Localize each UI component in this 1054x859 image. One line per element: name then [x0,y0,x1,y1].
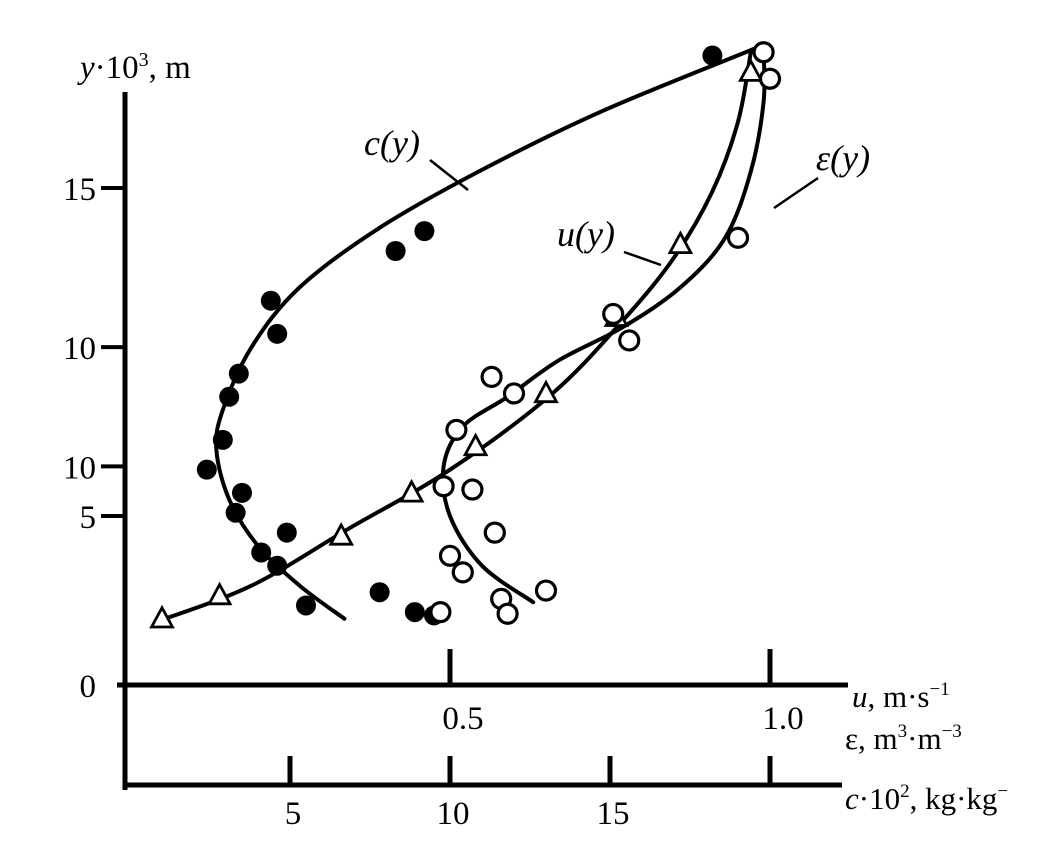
data-point-u [667,230,694,255]
data-point-u [737,58,764,82]
c-axis-title: c·102, kg·kg− [845,781,1008,816]
data-point-eps [445,418,468,441]
data-point-eps [461,478,484,501]
series-c-points [196,45,723,626]
data-point-u [328,521,355,546]
y-tick-label: 5 [80,500,97,536]
u-tick-label: 1.0 [762,701,803,737]
data-point-c [228,363,249,384]
y-tick-label: 10 [63,331,96,367]
y-tick-label: 0 [80,669,97,705]
data-point-c [404,602,425,623]
data-point-c [251,542,272,563]
curve-label-leader-u [623,250,662,267]
c-tick-label: 10 [437,796,470,832]
data-point-c [385,240,406,261]
data-point-eps [534,579,558,602]
data-point-c [414,221,435,242]
data-point-eps [438,544,462,567]
data-point-c [276,522,297,543]
data-point-eps [496,602,519,625]
data-point-u [462,432,489,457]
curve-label-u: u(y) [557,214,615,254]
y-axis-title: y·103, m [77,49,191,86]
c-tick-label: 15 [597,796,630,832]
data-point-c [212,429,233,450]
data-point-u [149,604,175,629]
data-point-eps [483,521,506,544]
c-tick-label: 5 [285,796,302,832]
data-point-eps [451,561,474,584]
curve-u [153,50,753,625]
data-point-eps [618,329,641,352]
data-point-c [232,482,252,503]
data-point-c [260,290,281,311]
data-point-eps [752,41,775,64]
data-point-c [196,459,217,480]
data-point-c [219,386,240,407]
data-point-u [398,478,425,503]
epsilon-axis-title: ε, m3·m−3 [845,721,962,756]
curve-label-c: c(y) [364,123,420,163]
data-point-c [267,555,288,576]
curve-eps [440,50,767,605]
curve-label-eps: ε(y) [816,138,870,178]
y-tick-label: 10 [63,450,96,486]
series-u-points [149,58,764,629]
data-point-eps [758,67,782,90]
data-point-c [296,595,316,616]
data-point-c [267,323,288,344]
data-point-eps [502,382,526,405]
curve-label-leader-c [429,159,469,191]
curve-label-leader-eps [773,176,819,210]
series-eps-points [429,41,782,625]
u-axis-title: u, m·s−1 [852,679,950,714]
data-point-eps [429,601,452,624]
data-point-eps [480,365,503,388]
y-tick-label: 15 [63,172,96,208]
data-point-c [369,582,390,603]
data-point-eps [602,302,625,326]
data-point-u [206,581,233,606]
data-point-eps [726,226,750,249]
data-point-u [533,379,559,404]
data-point-c [702,45,723,66]
u-tick-label: 0.5 [442,701,483,737]
data-point-c [225,502,246,523]
data-point-eps [432,475,455,498]
